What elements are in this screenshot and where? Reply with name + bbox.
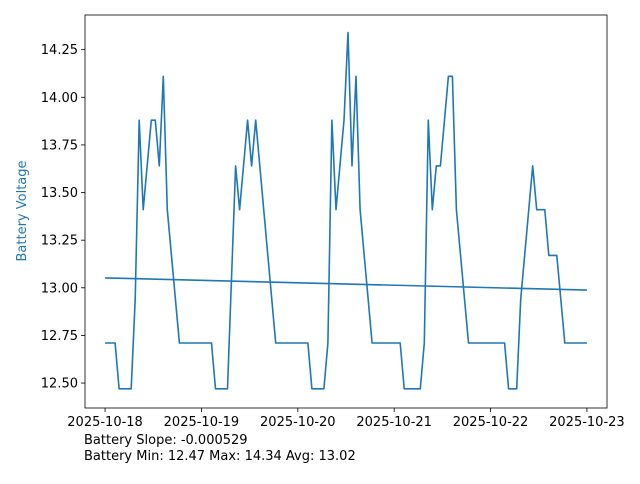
x-tick-label: 2025-10-23	[549, 415, 625, 430]
min-max-avg-annotation: Battery Min: 12.47 Max: 14.34 Avg: 13.02	[84, 449, 356, 464]
y-axis: 12.50 12.75 13.00 13.25 13.50 13.75 14.00 14.25	[41, 43, 85, 392]
x-tick-label: 2025-10-22	[453, 415, 529, 430]
plot-marks	[105, 31, 587, 390]
y-tick-label: 14.00	[41, 91, 78, 106]
y-tick-label: 13.50	[41, 186, 78, 201]
x-tick-label: 2025-10-19	[164, 415, 240, 430]
y-tick-label: 13.25	[41, 234, 78, 249]
stats-text: Battery Slope: -0.000529 Battery Min: 12…	[84, 433, 356, 465]
slope-annotation: Battery Slope: -0.000529	[84, 433, 248, 448]
y-tick-label: 14.25	[41, 43, 78, 58]
x-tick-label: 2025-10-20	[260, 415, 336, 430]
voltage-series-line	[105, 31, 587, 390]
y-tick-label: 12.50	[41, 377, 78, 392]
y-tick-label: 13.00	[41, 281, 78, 296]
y-tick-label: 12.75	[41, 329, 78, 344]
x-tick-label: 2025-10-18	[67, 415, 143, 430]
y-axis-label: Battery Voltage	[15, 160, 30, 261]
x-axis: 2025-10-18 2025-10-19 2025-10-20 2025-10-21…	[67, 408, 625, 430]
x-tick-label: 2025-10-21	[356, 415, 432, 430]
plot-frame	[84, 14, 608, 409]
trend-line	[105, 277, 587, 291]
y-tick-label: 13.75	[41, 138, 78, 153]
